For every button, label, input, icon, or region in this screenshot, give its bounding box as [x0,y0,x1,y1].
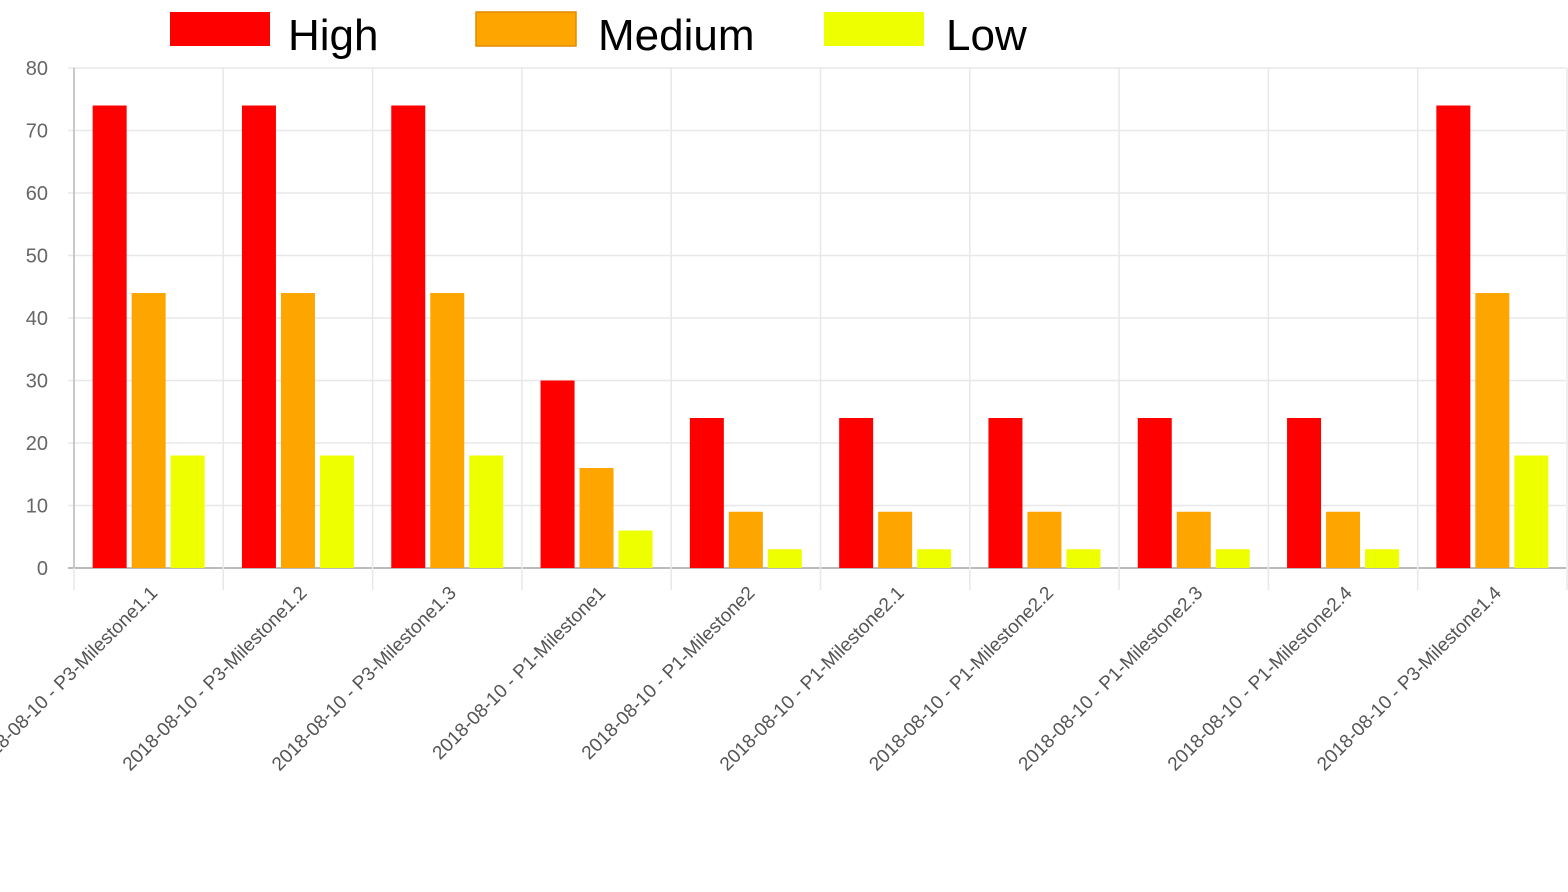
y-tick-label: 70 [26,121,48,143]
y-tick-label: 80 [26,58,48,80]
y-axis: 0 10 20 30 40 50 60 70 80 [26,58,48,580]
x-tick-label: 2018-08-10 - P1-Milestone1 [429,583,610,764]
y-tick-label: 20 [26,433,48,455]
bar-low [319,455,354,568]
y-tick-label: 60 [26,183,48,205]
bar-medium [1475,293,1510,568]
bar-high [988,418,1023,568]
bar-high [92,105,127,568]
bar-low [1066,549,1101,568]
bar-high [1287,418,1322,568]
bar-medium [579,468,614,568]
bar-high [241,105,276,568]
y-tick-label: 0 [37,558,48,580]
legend-label-high: High [288,11,379,60]
bar-low [767,549,802,568]
bars [92,105,1549,568]
bar-high [1137,418,1172,568]
y-tick-label: 10 [26,496,48,518]
bar-high [391,105,426,568]
grid-lines [68,67,1568,590]
bar-medium [131,293,166,568]
y-tick-label: 30 [26,371,48,393]
bar-high [1436,105,1471,568]
bar-low [1215,549,1250,568]
bar-medium [728,511,763,568]
legend-label-low: Low [946,11,1027,60]
bar-medium [1176,511,1211,568]
bar-high [689,418,724,568]
bar-medium [430,293,465,568]
legend-swatch-low [824,12,924,46]
bar-medium [1027,511,1062,568]
bar-high [540,380,575,568]
legend: High Medium Low [170,11,1027,60]
legend-swatch-medium [475,11,577,47]
legend-swatch-high [170,12,270,46]
x-tick-label: 2018-08-10 - P1-Milestone2 [578,583,759,764]
legend-label-medium: Medium [598,11,755,60]
bar-medium [280,293,315,568]
y-tick-label: 50 [26,246,48,268]
bar-low [1365,549,1400,568]
bar-low [917,549,952,568]
bar-low [618,530,653,568]
bar-low [1514,455,1549,568]
bar-medium [1326,511,1361,568]
bar-medium [878,511,913,568]
bar-low [170,455,205,568]
bar-low [469,455,504,568]
bar-high [839,418,874,568]
y-tick-label: 40 [26,308,48,330]
